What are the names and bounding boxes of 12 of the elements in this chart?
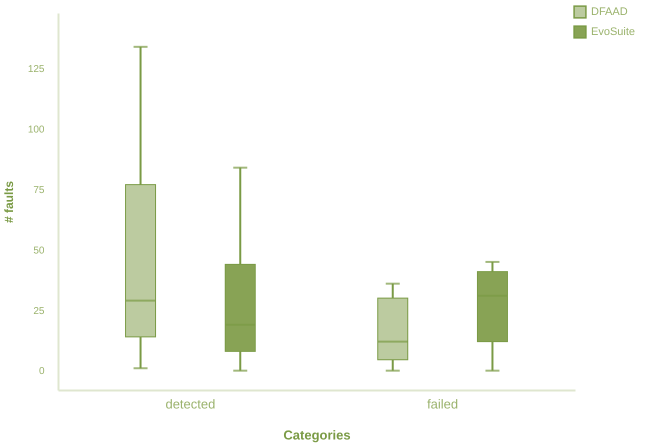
legend-label: EvoSuite xyxy=(591,26,636,38)
x-tick-label: detected xyxy=(165,396,216,412)
x-axis-title: Categories xyxy=(283,428,351,442)
y-tick-label: 25 xyxy=(33,306,45,317)
y-tick-label: 0 xyxy=(38,366,45,378)
y-tick-label: 50 xyxy=(33,245,45,256)
y-tick-label: 100 xyxy=(28,124,45,136)
y-tick-label: 75 xyxy=(33,184,45,196)
y-tick-label: 125 xyxy=(28,64,45,76)
legend-label: DFAAD xyxy=(591,6,628,18)
y-axis-title: # faults xyxy=(2,180,16,224)
x-tick-label: failed xyxy=(427,396,458,412)
